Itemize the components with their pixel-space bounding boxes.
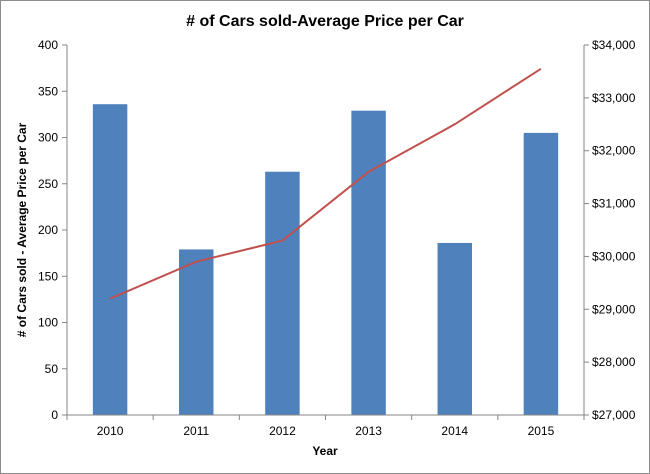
y-tick-label-left: 250 [38,177,58,191]
x-tick-label-2010: 2010 [97,424,124,438]
y-tick-label-right: $27,000 [592,408,636,422]
y-tick-label-left: 350 [38,84,58,98]
y-tick-label-left: 300 [38,131,58,145]
y-tick-label-left: 50 [45,362,59,376]
bar-2012 [265,171,300,415]
x-tick-label-2012: 2012 [269,424,296,438]
bars [92,104,559,416]
bar-2011 [179,249,214,415]
y-tick-label-right: $28,000 [592,355,636,369]
y-tick-label-right: $29,000 [592,302,636,316]
bar-2015 [523,132,559,415]
x-tick-label-2014: 2014 [441,424,468,438]
bar-2014 [437,242,472,415]
y-tick-label-right: $33,000 [592,91,636,105]
y-tick-label-left: 400 [38,38,58,52]
x-tick-label-2015: 2015 [528,424,555,438]
x-axis-title: Year [312,444,338,458]
bar-2013 [351,110,386,416]
bar-2010 [92,104,128,415]
price-line [109,67,542,300]
y-tick-label-right: $31,000 [592,197,636,211]
y-tick-label-left: 100 [38,316,58,330]
y-tick-label-right: $30,000 [592,249,636,263]
axes: 0 50 100 150 200 250 300 350 400 $27,000 $28,000 $2… [38,38,636,438]
x-tick-label-2011: 2011 [183,424,209,438]
y-tick-label-left: 150 [38,269,58,283]
price-line-series [109,67,542,300]
y-tick-label-right: $32,000 [592,144,636,158]
y-tick-label-right: $34,000 [592,38,636,52]
y-axis-title: # of Cars sold - Average Price per Car [15,122,29,337]
chart-title: # of Cars sold-Average Price per Car [186,13,464,30]
y-tick-label-left: 200 [38,223,58,237]
x-tick-label-2013: 2013 [355,424,382,438]
y-tick-label-left: 0 [51,408,58,422]
